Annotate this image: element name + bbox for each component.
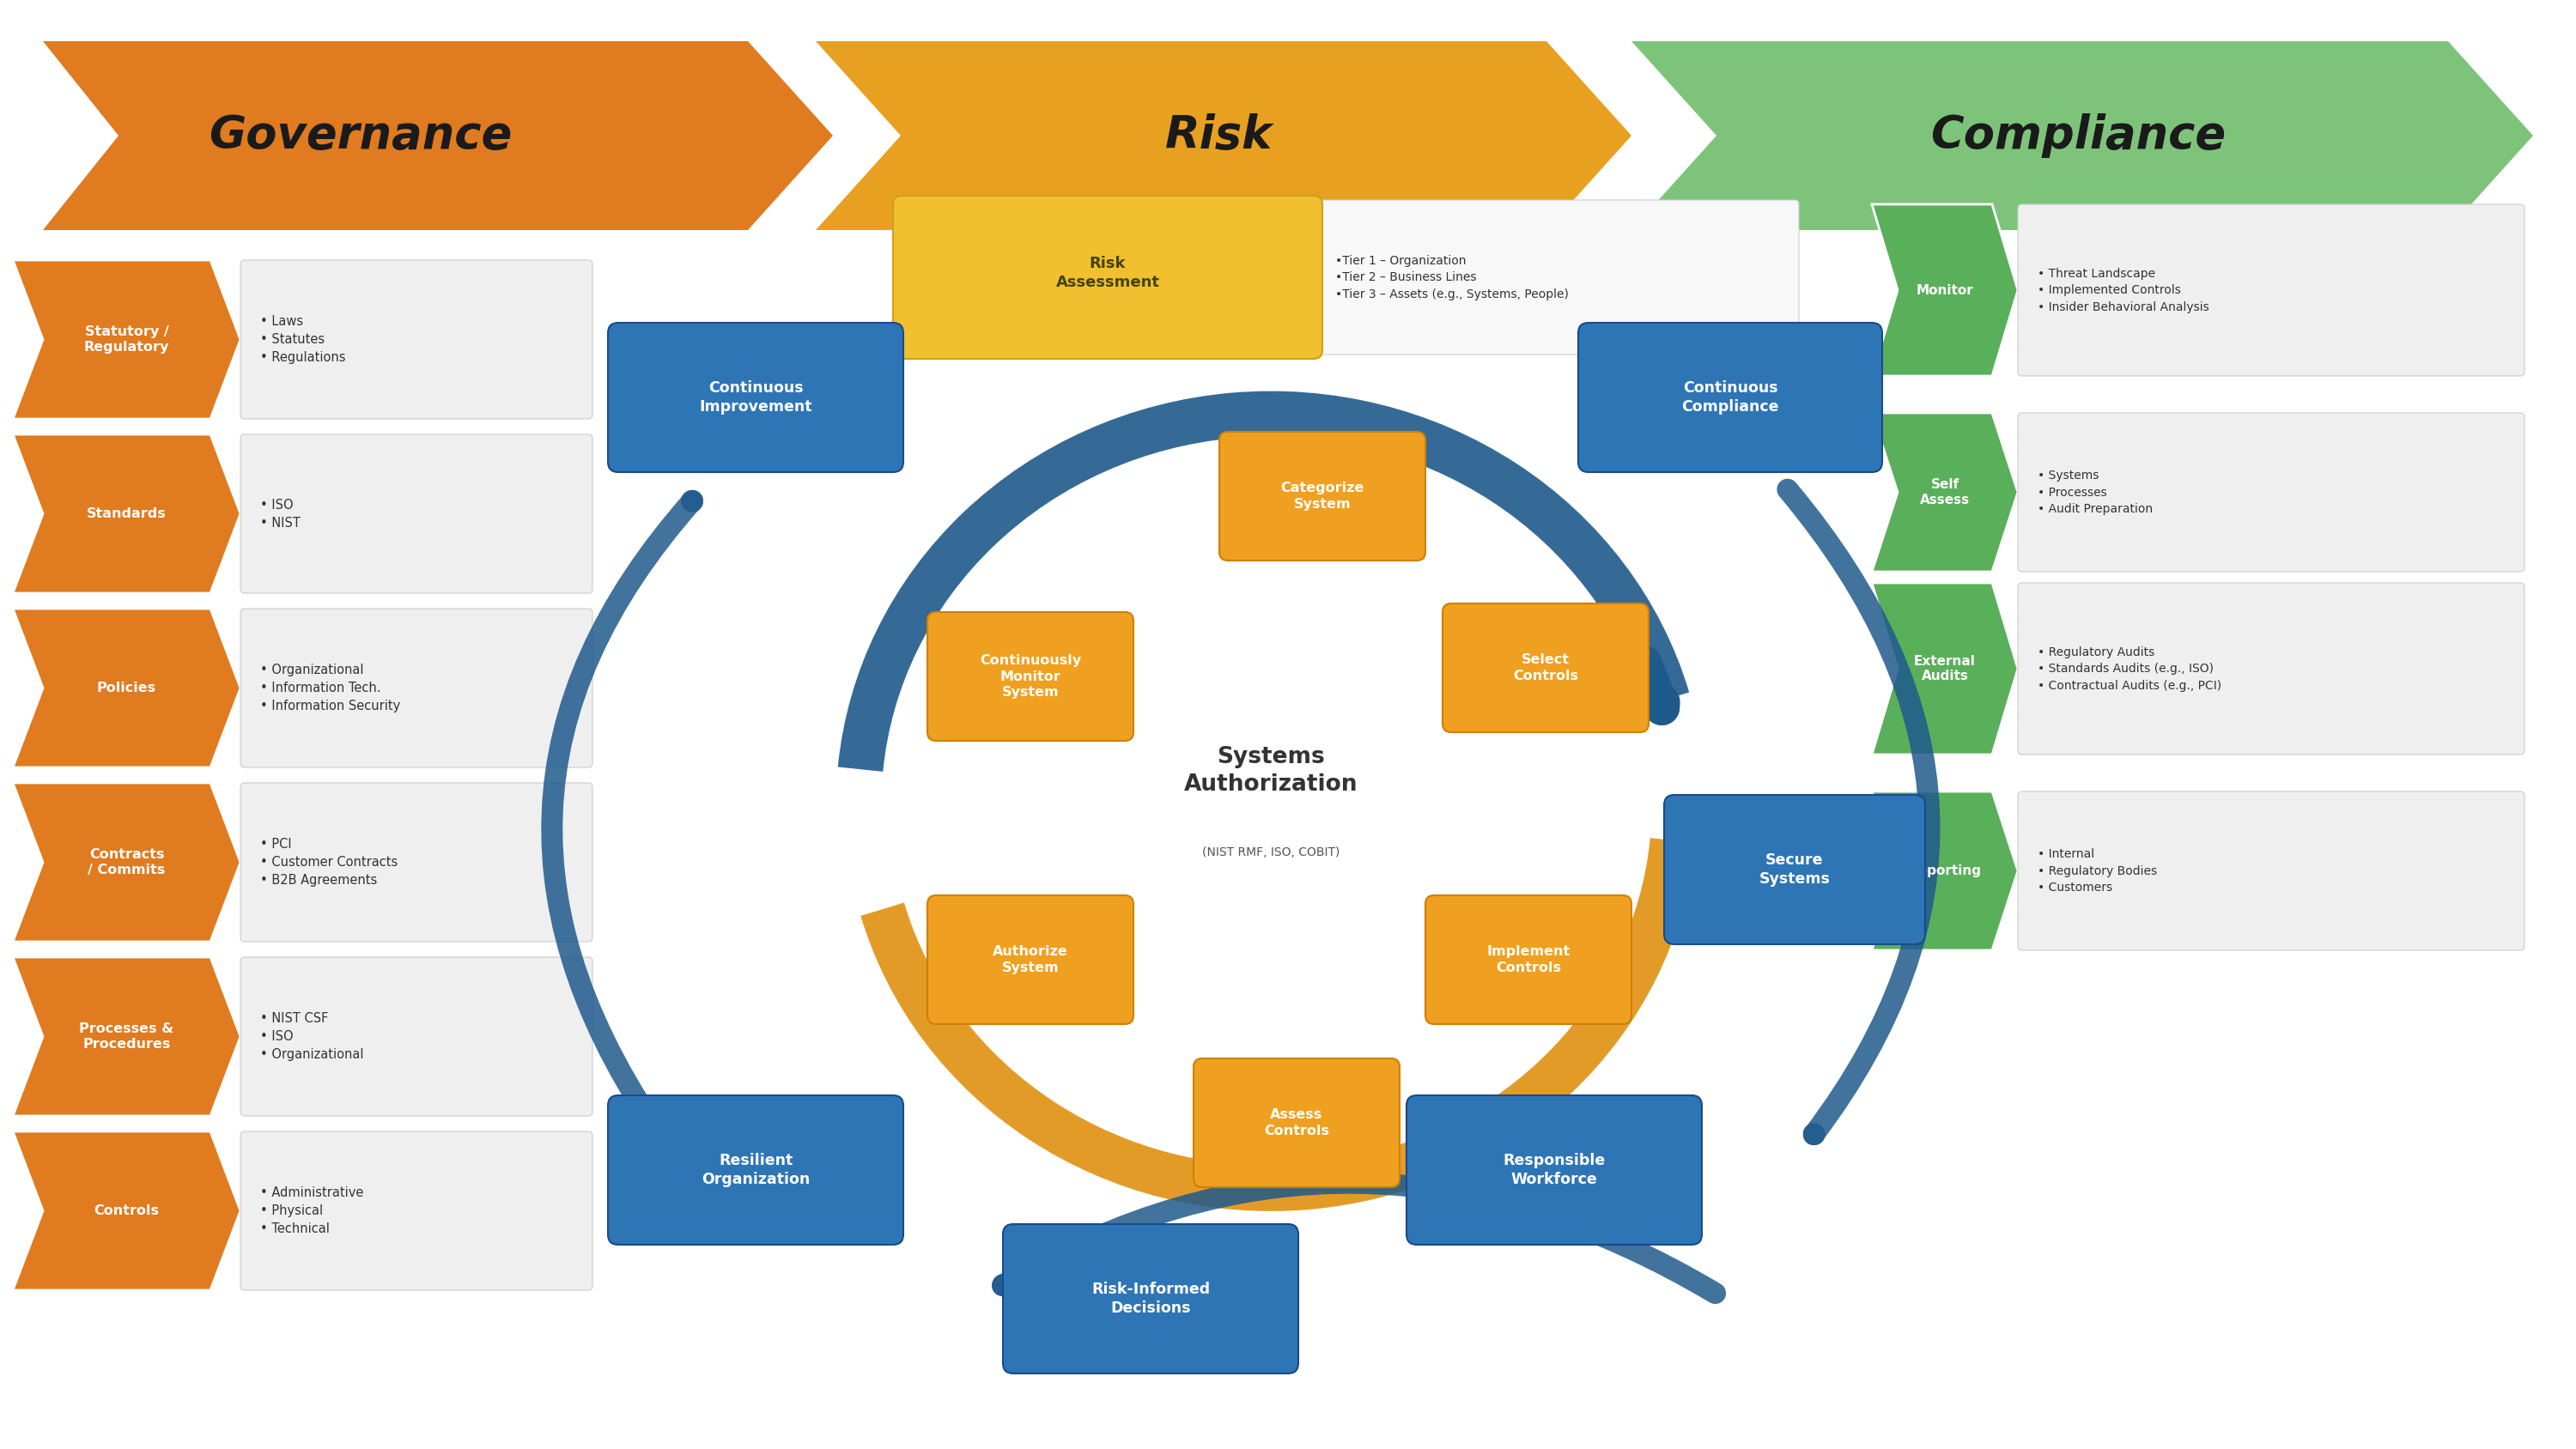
FancyBboxPatch shape (2017, 413, 2524, 572)
Polygon shape (1873, 204, 2017, 375)
FancyBboxPatch shape (608, 1095, 904, 1245)
Text: Contracts
/ Commits: Contracts / Commits (88, 848, 165, 877)
FancyBboxPatch shape (1579, 323, 1883, 472)
FancyBboxPatch shape (240, 609, 592, 768)
FancyBboxPatch shape (240, 958, 592, 1116)
FancyBboxPatch shape (2017, 582, 2524, 755)
FancyBboxPatch shape (1193, 1058, 1399, 1187)
Text: Standards: Standards (88, 507, 167, 520)
Text: • Internal
• Regulatory Bodies
• Customers: • Internal • Regulatory Bodies • Custome… (2038, 848, 2156, 894)
FancyBboxPatch shape (2017, 204, 2524, 375)
FancyBboxPatch shape (1425, 895, 1631, 1024)
FancyBboxPatch shape (1218, 432, 1425, 561)
FancyBboxPatch shape (240, 1132, 592, 1290)
Text: Continuously
Monitor
System: Continuously Monitor System (979, 653, 1082, 698)
Text: • Regulatory Audits
• Standards Audits (e.g., ISO)
• Contractual Audits (e.g., P: • Regulatory Audits • Standards Audits (… (2038, 646, 2221, 691)
Circle shape (1082, 616, 1461, 994)
Text: Risk
Assessment: Risk Assessment (1056, 255, 1159, 290)
Polygon shape (1873, 791, 2017, 951)
Text: •Tier 1 – Organization
•Tier 2 – Business Lines
•Tier 3 – Assets (e.g., Systems,: •Tier 1 – Organization •Tier 2 – Busines… (1334, 255, 1569, 300)
Polygon shape (1873, 582, 2017, 755)
FancyBboxPatch shape (1664, 796, 1924, 945)
Polygon shape (13, 958, 240, 1116)
Text: Continuous
Improvement: Continuous Improvement (698, 380, 811, 414)
FancyBboxPatch shape (240, 261, 592, 419)
FancyBboxPatch shape (927, 895, 1133, 1024)
Text: Categorize
System: Categorize System (1280, 481, 1365, 510)
Text: • Laws
• Statutes
• Regulations: • Laws • Statutes • Regulations (260, 314, 345, 364)
Polygon shape (13, 609, 240, 768)
Text: External
Audits: External Audits (1914, 655, 1976, 682)
FancyArrowPatch shape (1002, 1182, 1716, 1294)
Text: Secure
Systems: Secure Systems (1759, 852, 1829, 887)
Text: • Threat Landscape
• Implemented Controls
• Insider Behavioral Analysis: • Threat Landscape • Implemented Control… (2038, 268, 2210, 313)
FancyBboxPatch shape (1002, 1224, 1298, 1374)
Text: • Systems
• Processes
• Audit Preparation: • Systems • Processes • Audit Preparatio… (2038, 469, 2154, 514)
Text: Self
Assess: Self Assess (1919, 478, 1971, 506)
Polygon shape (1873, 413, 2017, 572)
Text: Controls: Controls (95, 1204, 160, 1217)
Text: Governance: Governance (209, 113, 513, 158)
Text: Risk-Informed
Decisions: Risk-Informed Decisions (1092, 1281, 1211, 1316)
Text: (NIST RMF, ISO, COBIT): (NIST RMF, ISO, COBIT) (1203, 846, 1340, 858)
Polygon shape (817, 41, 1631, 230)
Text: Processes &
Procedures: Processes & Procedures (80, 1023, 175, 1051)
FancyBboxPatch shape (894, 196, 1321, 359)
FancyBboxPatch shape (927, 611, 1133, 740)
Polygon shape (13, 1132, 240, 1290)
FancyArrowPatch shape (551, 501, 693, 1146)
Text: Systems
Authorization: Systems Authorization (1185, 746, 1358, 796)
Text: Policies: Policies (98, 681, 157, 694)
Text: Monitor: Monitor (1917, 284, 1973, 297)
FancyArrowPatch shape (1788, 490, 1929, 1135)
Text: Assess
Controls: Assess Controls (1265, 1108, 1329, 1137)
Text: Reporting: Reporting (1909, 865, 1981, 877)
FancyBboxPatch shape (608, 323, 904, 472)
Text: Authorize
System: Authorize System (992, 945, 1069, 974)
Text: Select
Controls: Select Controls (1512, 653, 1579, 682)
Text: Implement
Controls: Implement Controls (1486, 945, 1571, 974)
Text: • PCI
• Customer Contracts
• B2B Agreements: • PCI • Customer Contracts • B2B Agreeme… (260, 838, 397, 887)
Text: • Administrative
• Physical
• Technical: • Administrative • Physical • Technical (260, 1187, 363, 1235)
Text: Risk: Risk (1164, 113, 1273, 158)
Polygon shape (44, 41, 832, 230)
Text: Compliance: Compliance (1929, 113, 2226, 158)
Polygon shape (13, 782, 240, 942)
Polygon shape (1631, 41, 2532, 230)
Text: • ISO
• NIST: • ISO • NIST (260, 498, 301, 529)
FancyBboxPatch shape (2017, 791, 2524, 951)
Text: Responsible
Workforce: Responsible Workforce (1502, 1153, 1605, 1187)
FancyBboxPatch shape (240, 435, 592, 593)
Polygon shape (13, 435, 240, 593)
Text: • NIST CSF
• ISO
• Organizational: • NIST CSF • ISO • Organizational (260, 1011, 363, 1061)
Text: Statutory /
Regulatory: Statutory / Regulatory (85, 326, 170, 354)
Text: • Organizational
• Information Tech.
• Information Security: • Organizational • Information Tech. • I… (260, 664, 399, 713)
Text: Continuous
Compliance: Continuous Compliance (1682, 380, 1780, 414)
Polygon shape (13, 261, 240, 419)
FancyBboxPatch shape (240, 782, 592, 942)
FancyBboxPatch shape (1443, 603, 1649, 732)
FancyBboxPatch shape (1406, 1095, 1703, 1245)
Text: Resilient
Organization: Resilient Organization (701, 1153, 809, 1187)
FancyBboxPatch shape (1319, 200, 1798, 355)
